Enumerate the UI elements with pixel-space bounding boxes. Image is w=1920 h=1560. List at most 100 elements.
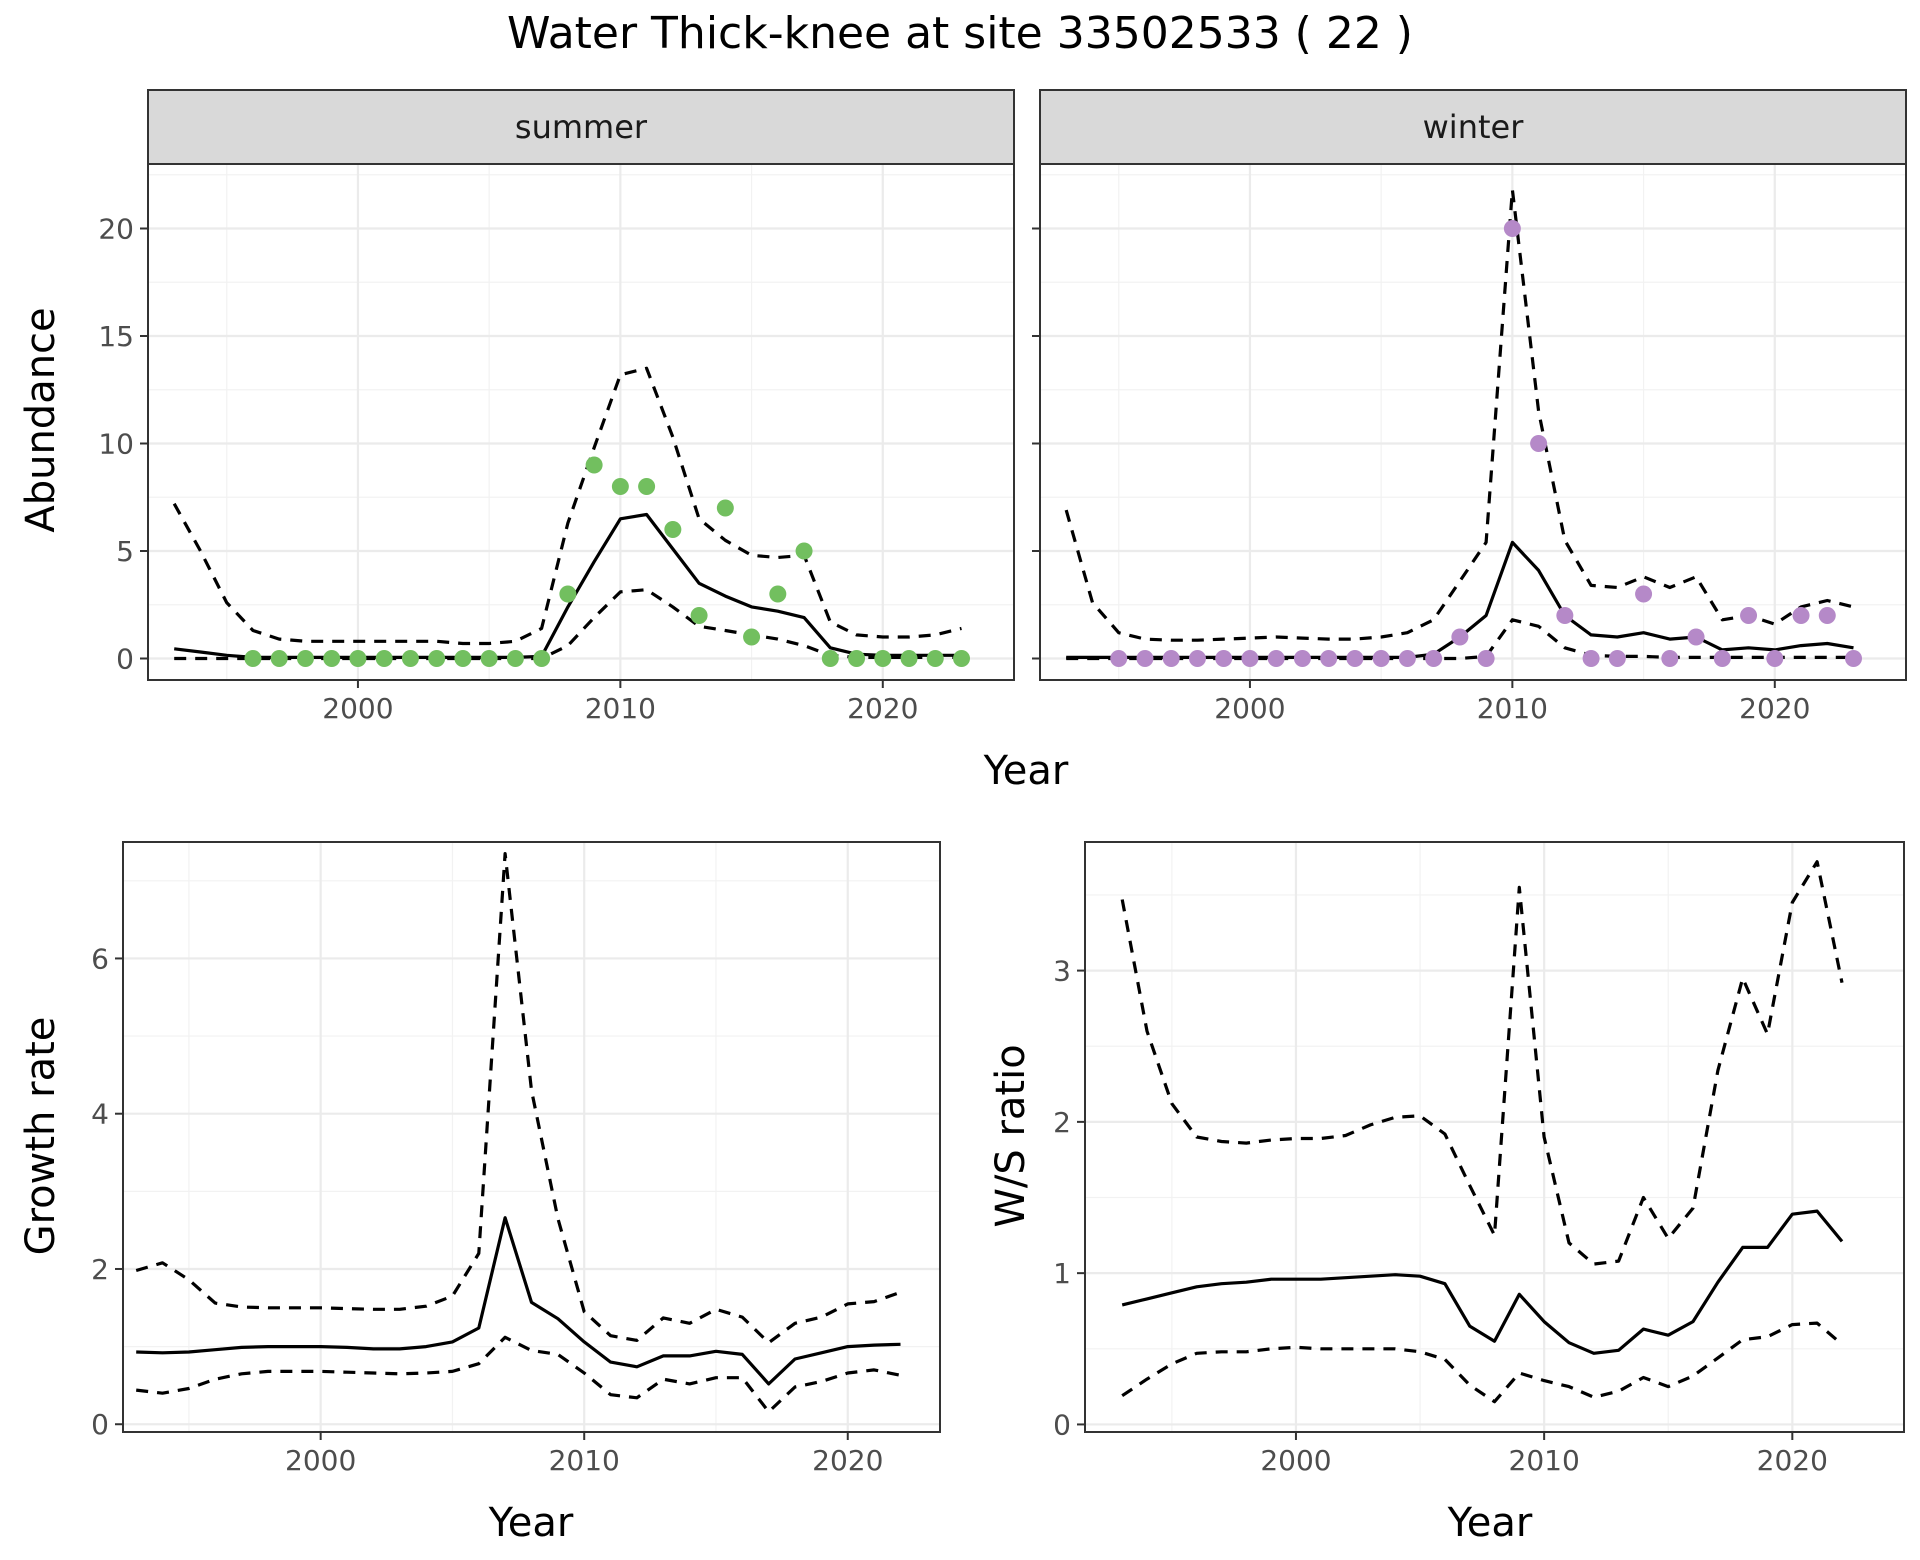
observation-point xyxy=(1293,650,1311,667)
observation-point xyxy=(1530,435,1548,452)
x-tick-label: 2010 xyxy=(549,1444,620,1477)
x-tick-label: 2010 xyxy=(585,692,656,725)
y-tick-label: 0 xyxy=(1053,1408,1071,1441)
observation-point xyxy=(1845,650,1863,667)
observation-point xyxy=(1372,650,1390,667)
observation-point xyxy=(1346,650,1364,667)
observation-point xyxy=(1477,650,1495,667)
growth-x-axis-title: Year xyxy=(488,1500,574,1546)
observation-point xyxy=(480,650,498,667)
observation-point xyxy=(795,542,813,560)
observation-point xyxy=(1818,607,1836,624)
observation-point xyxy=(1687,628,1705,646)
x-tick-label: 2000 xyxy=(1214,692,1285,725)
observation-point xyxy=(1188,650,1206,667)
y-tick-label: 0 xyxy=(116,643,134,676)
x-tick-label: 2000 xyxy=(1260,1444,1331,1477)
observation-point xyxy=(1661,650,1679,667)
observation-point xyxy=(664,521,682,538)
facet-strip xyxy=(1039,89,1907,165)
observation-point xyxy=(1136,650,1154,667)
observation-point xyxy=(743,628,761,646)
growth-rate-panel: 2000 2010 2020 0 2 4 6 xyxy=(91,841,941,1477)
upper-line xyxy=(172,366,962,646)
observation-point xyxy=(1582,650,1600,667)
observation-point xyxy=(1556,607,1574,624)
y-tick-label: 0 xyxy=(91,1408,109,1441)
observation-point xyxy=(585,456,603,474)
observation-point xyxy=(1740,607,1758,624)
observation-point xyxy=(848,650,866,667)
observation-point xyxy=(1792,607,1810,624)
observation-point xyxy=(1320,650,1338,667)
y-tick-label: 10 xyxy=(98,428,134,461)
winter-panel: winter 2000 2010 2020 xyxy=(1032,89,1907,725)
x-tick-label: 2020 xyxy=(847,692,918,725)
observation-point xyxy=(270,650,288,667)
panel-border xyxy=(1084,841,1905,1433)
observation-point xyxy=(926,650,944,667)
top-y-axis-title: Abundance xyxy=(18,307,64,532)
observation-point xyxy=(533,650,551,667)
y-tick-label: 2 xyxy=(1053,1106,1071,1139)
observation-point xyxy=(296,650,314,667)
observation-point xyxy=(349,650,367,667)
observation-point xyxy=(1608,650,1626,667)
x-tick-label: 2020 xyxy=(1739,692,1810,725)
observation-point xyxy=(375,650,393,667)
y-tick-label: 15 xyxy=(98,320,134,353)
observation-point xyxy=(1398,650,1416,667)
observation-point xyxy=(900,650,918,667)
observation-point xyxy=(401,650,419,667)
observation-point xyxy=(506,650,524,667)
upper-line xyxy=(1064,188,1854,642)
observation-point xyxy=(1766,650,1784,667)
x-tick-label: 2000 xyxy=(285,1444,356,1477)
observation-point xyxy=(244,650,262,667)
y-tick-label: 6 xyxy=(91,942,109,975)
ws-ratio-panel: 2000 2010 2020 0 1 2 3 xyxy=(1053,841,1905,1477)
figure-title: Water Thick-knee at site 33502533 ( 22 ) xyxy=(507,8,1413,59)
panel-border xyxy=(122,841,941,1433)
y-tick-label: 5 xyxy=(116,535,134,568)
observation-point xyxy=(821,650,839,667)
observation-point xyxy=(559,585,577,603)
y-tick-label: 3 xyxy=(1053,955,1071,988)
y-tick-label: 1 xyxy=(1053,1257,1071,1290)
observation-point xyxy=(638,478,656,495)
observation-point xyxy=(1635,585,1653,603)
summer-panel: summer 2000 2010 2020 0 5 10 15 20 xyxy=(98,89,1015,725)
observation-point xyxy=(1503,220,1521,237)
observation-point xyxy=(716,499,734,517)
observation-point xyxy=(769,585,787,603)
top-x-axis-title: Year xyxy=(983,748,1069,794)
upper-line xyxy=(135,852,902,1345)
facet-strip-label: winter xyxy=(1423,108,1525,146)
growth-y-axis-title: Growth rate xyxy=(18,1017,64,1256)
observation-point xyxy=(428,650,446,667)
observation-point xyxy=(1267,650,1285,667)
lower-line xyxy=(136,1335,901,1414)
y-tick-label: 20 xyxy=(98,213,134,246)
x-tick-label: 2020 xyxy=(812,1444,883,1477)
observation-point xyxy=(1713,650,1731,667)
lower-line xyxy=(1121,1321,1844,1404)
observation-point xyxy=(874,650,892,667)
y-tick-label: 4 xyxy=(91,1098,109,1131)
observation-point xyxy=(323,650,341,667)
y-tick-label: 2 xyxy=(91,1253,109,1286)
ratio-y-axis-title: W/S ratio xyxy=(988,1044,1034,1227)
observation-point xyxy=(454,650,472,667)
estimate-line xyxy=(1121,1209,1844,1355)
observation-point xyxy=(1215,650,1233,667)
x-tick-label: 2000 xyxy=(322,692,393,725)
observation-point xyxy=(1110,650,1128,667)
observation-point xyxy=(690,607,708,624)
upper-line xyxy=(1120,860,1844,1266)
x-tick-label: 2020 xyxy=(1757,1444,1828,1477)
observation-point xyxy=(953,650,971,667)
ratio-x-axis-title: Year xyxy=(1447,1500,1533,1546)
observation-point xyxy=(1451,628,1469,646)
